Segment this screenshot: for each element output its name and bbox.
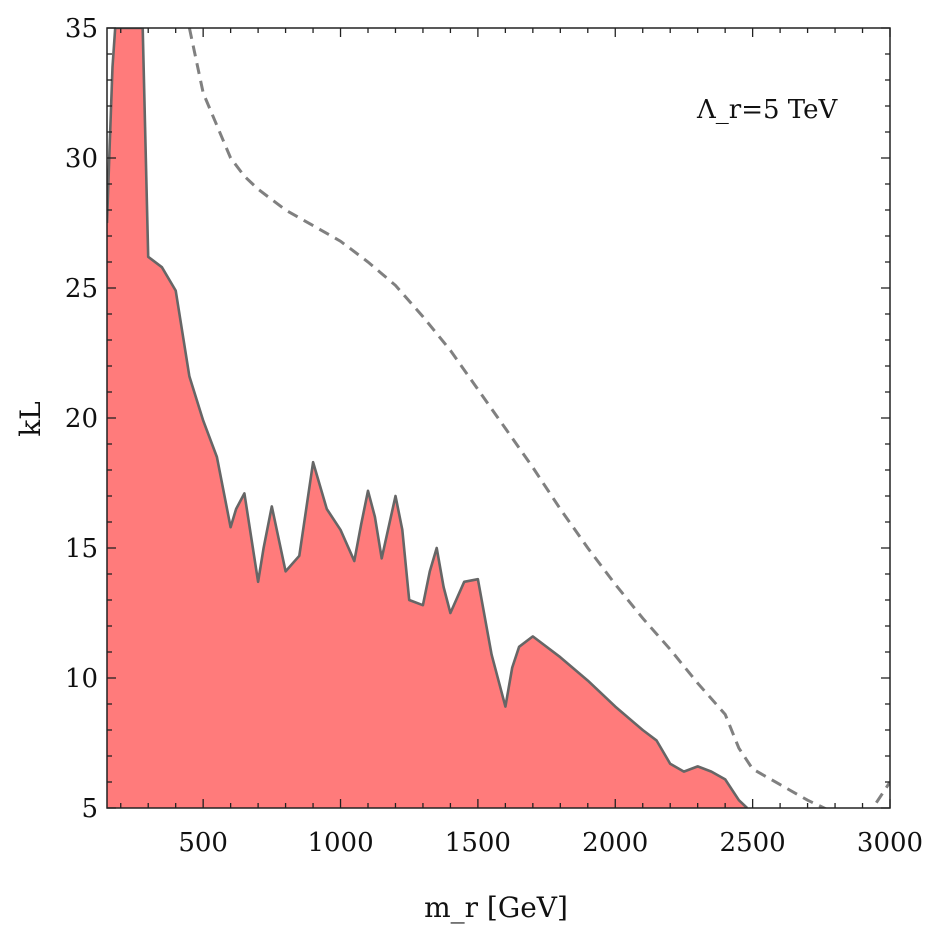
x-tick-label-2000: 2000 [582,828,648,858]
exclusion-region-fill [107,28,748,808]
y-tick-label-30: 30 [65,144,98,174]
plot-clip-group [107,28,890,808]
y-axis-label: kL [14,401,47,437]
x-tick-label-1000: 1000 [307,828,373,858]
axes: 500 1000 1500 2000 2500 3000 5 10 15 20 25 30 35 [65,14,923,858]
x-axis-label: m_r [GeV] [424,891,568,924]
y-tick-label-20: 20 [65,404,98,434]
y-tick-label-15: 15 [65,534,98,564]
x-tick-label-500: 500 [178,828,228,858]
y-tick-label-10: 10 [65,664,98,694]
y-tick-label-5: 5 [81,794,98,824]
projected-reach-dashed-line [187,28,890,808]
annotation-lambda: Λ_r=5 TeV [696,95,839,125]
x-tick-label-1500: 1500 [445,828,511,858]
y-tick-label-35: 35 [65,14,98,44]
y-tick-label-25: 25 [65,274,98,304]
x-tick-label-2500: 2500 [720,828,786,858]
plot-area [107,28,890,808]
x-tick-label-3000: 3000 [857,828,923,858]
exclusion-boundary-line [107,28,748,808]
